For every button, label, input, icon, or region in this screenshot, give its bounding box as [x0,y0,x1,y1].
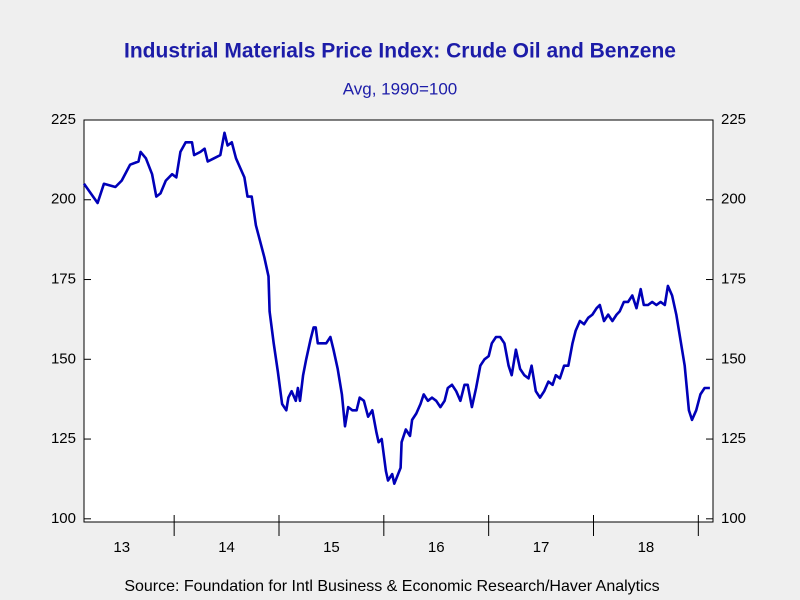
y-tick-label: 125 [51,430,76,447]
y2-tick-label: 225 [721,111,746,128]
chart-title: Industrial Materials Price Index: Crude … [124,40,676,63]
x-tick-label: 14 [218,539,235,556]
x-tick-label: 17 [533,539,550,556]
x-tick-label: 18 [638,539,655,556]
y2-tick-label: 150 [721,350,746,367]
x-tick-label: 16 [428,539,445,556]
y-tick-label: 200 [51,191,76,208]
y2-tick-label: 100 [721,510,746,527]
source: Source: Foundation for Intl Business & E… [124,578,659,595]
y2-tick-label: 125 [721,430,746,447]
y-tick-label: 225 [51,111,76,128]
y2-tick-label: 200 [721,191,746,208]
y-tick-label: 175 [51,270,76,287]
y-tick-label: 150 [51,350,76,367]
y2-tick-label: 175 [721,270,746,287]
x-tick-label: 15 [323,539,340,556]
x-tick-label: 13 [113,539,130,556]
chart-subtitle: Avg, 1990=100 [343,79,458,98]
y-tick-label: 100 [51,510,76,527]
line-series [82,131,710,485]
plot-area [83,119,714,523]
